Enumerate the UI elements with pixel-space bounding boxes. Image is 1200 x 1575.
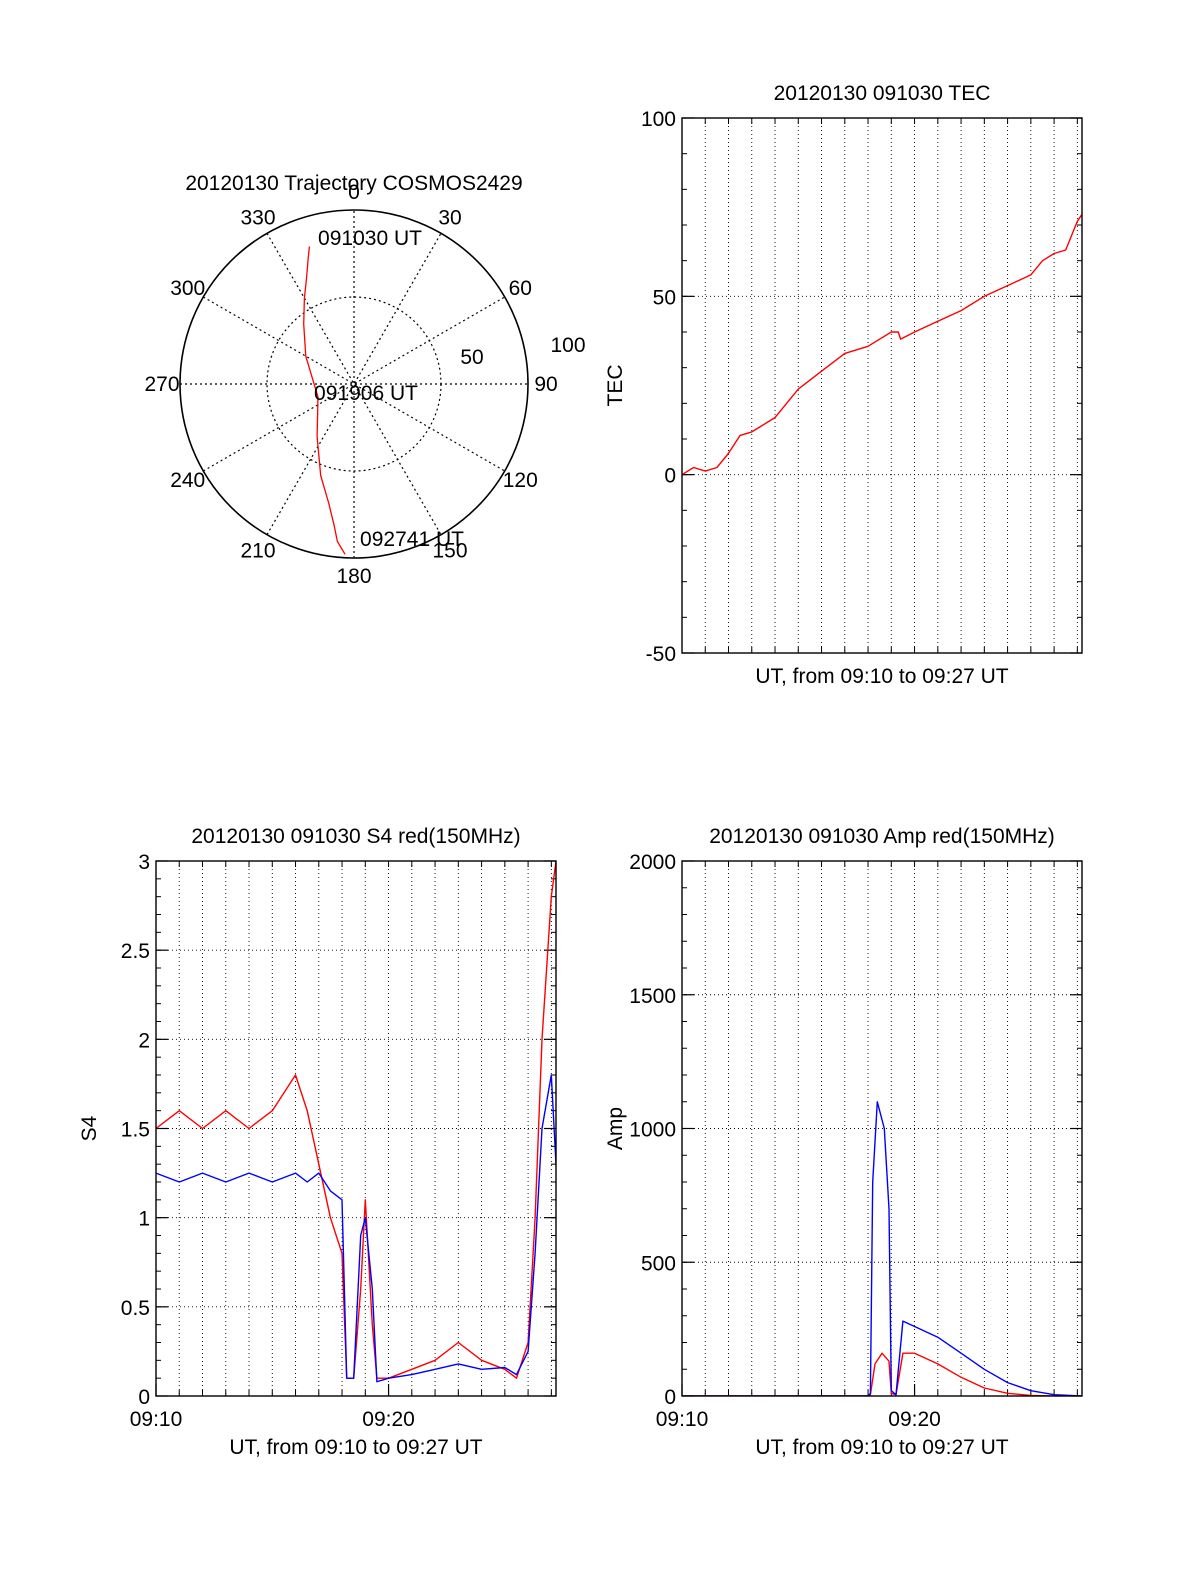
y-tick-label: -50 — [646, 643, 676, 666]
grid-spoke — [266, 233, 442, 535]
y-tick-label: 50 — [653, 286, 676, 309]
azimuth-label: 240 — [170, 469, 205, 492]
chart-panel-1: 20120130 091030 TEC -50 0 50 100 UT, from 09:… — [604, 82, 1083, 688]
azimuth-label: 60 — [509, 277, 532, 300]
grid-spoke — [266, 233, 442, 535]
azimuth-label: 30 — [438, 207, 461, 230]
time-label-end: 092741 UT — [360, 528, 464, 551]
y-tick-label: 0 — [664, 1386, 676, 1409]
series-line-1 — [682, 1101, 1082, 1396]
y-tick-label: 1000 — [629, 1119, 676, 1142]
x-axis-label: UT, from 09:10 to 09:27 UT — [229, 1436, 482, 1459]
azimuth-label: 150 — [432, 539, 467, 562]
series-group — [156, 861, 556, 1383]
y-tick-label: 100 — [641, 108, 676, 131]
azimuth-label: 0 — [348, 181, 360, 204]
azimuth-label: 330 — [240, 207, 275, 230]
plot-frame — [155, 860, 557, 1397]
series-line-0 — [682, 1352, 1082, 1396]
y-tick-label: 3 — [138, 851, 150, 874]
azimuth-label: 210 — [240, 539, 275, 562]
x-tick-label: 09:20 — [362, 1408, 415, 1431]
y-tick-label: 1500 — [629, 985, 676, 1008]
x-tick-label: 09:10 — [130, 1408, 183, 1431]
y-axis-label: TEC — [604, 365, 627, 407]
x-axis-label: UT, from 09:10 to 09:27 UT — [755, 665, 1008, 688]
azimuth-label: 300 — [170, 277, 205, 300]
x-tick-label: 09:10 — [656, 1408, 709, 1431]
chart-title: 20120130 091030 S4 red(150MHz) — [191, 825, 520, 848]
series-line-1 — [156, 1074, 556, 1383]
y-tick-label: 0.5 — [121, 1297, 150, 1320]
azimuth-label: 180 — [336, 565, 371, 588]
y-tick-label: 1 — [138, 1208, 150, 1231]
y-tick-label: 2000 — [629, 851, 676, 874]
y-axis-label: Amp — [604, 1107, 627, 1150]
series-group — [682, 1101, 1082, 1396]
y-tick-label: 2.5 — [121, 940, 150, 963]
series-line-0 — [682, 213, 1082, 476]
grid-spoke — [203, 296, 505, 472]
y-tick-label: 2 — [138, 1029, 150, 1052]
plot-frame — [681, 860, 1083, 1397]
chart-panel-3: 20120130 091030 Amp red(150MHz) 0 500 1000 1… — [604, 825, 1083, 1459]
y-tick-label: 500 — [641, 1252, 676, 1275]
azimuth-label: 90 — [534, 373, 557, 396]
y-tick-label: 1.5 — [121, 1119, 150, 1142]
grid-spoke — [203, 296, 505, 472]
y-axis-label: S4 — [78, 1115, 101, 1141]
polar-frame — [179, 209, 529, 559]
chart-title: 20120130 091030 Amp red(150MHz) — [709, 825, 1055, 848]
azimuth-label: 270 — [144, 373, 179, 396]
time-label-mid: 091906 UT — [314, 382, 418, 405]
series-line-0 — [156, 861, 556, 1379]
y-tick-label: 0 — [138, 1386, 150, 1409]
x-tick-label: 09:20 — [888, 1408, 941, 1431]
y-tick-label: 0 — [664, 465, 676, 488]
x-axis-label: UT, from 09:10 to 09:27 UT — [755, 1436, 1008, 1459]
azimuth-label: 120 — [503, 469, 538, 492]
trajectory-line — [303, 246, 346, 555]
radial-label: 50 — [460, 346, 483, 369]
radial-label: 100 — [550, 334, 585, 357]
chart-panel-2: 20120130 091030 S4 red(150MHz) 0 0.5 1 1.5 2 2… — [78, 825, 557, 1459]
chart-title: 20120130 Trajectory COSMOS2429 — [185, 172, 522, 195]
time-label-start: 091030 UT — [318, 227, 422, 250]
series-group — [682, 213, 1082, 476]
chart-title: 20120130 091030 TEC — [774, 82, 991, 105]
plot-frame — [681, 117, 1083, 654]
